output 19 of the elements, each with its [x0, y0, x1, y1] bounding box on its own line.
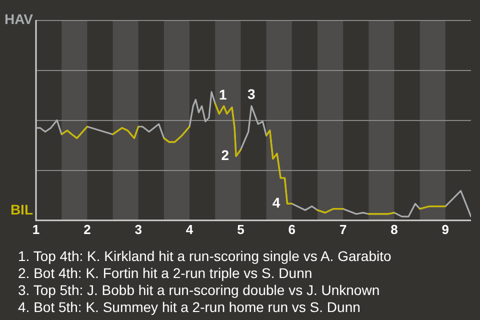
- text: BIL: [10, 201, 34, 218]
- x-tick-label: 8: [390, 222, 398, 237]
- text: 3. Top 5th: J. Bobb hit a run-scoring double vs J. Unknown: [18, 282, 381, 299]
- annotation: 2: [221, 147, 230, 164]
- x-tick-label: 6: [288, 222, 296, 237]
- annotation: 4: [272, 194, 280, 211]
- x-tick-label: 2: [84, 222, 91, 237]
- text: 4. Bot 5th: K. Summey hit a 2-run home run vs S. Dunn: [18, 299, 362, 316]
- x-tick-label: 5: [237, 222, 244, 237]
- text: 1. Top 4th: K. Kirkland hit a run-scoring single vs A. Garabito: [18, 248, 392, 265]
- x-tick-label: 1: [32, 222, 40, 237]
- x-tick-label: 4: [186, 222, 194, 237]
- x-tick-label: 7: [339, 222, 347, 237]
- x-tick-label: 9: [442, 222, 450, 237]
- text: HAV: [4, 10, 34, 27]
- annotation: 3: [248, 86, 256, 102]
- annotation: 1: [218, 86, 227, 103]
- x-tick-label: 3: [134, 222, 142, 237]
- text: 2. Bot 4th: K. Fortin hit a 2-run triple vs S. Dunn: [18, 265, 314, 282]
